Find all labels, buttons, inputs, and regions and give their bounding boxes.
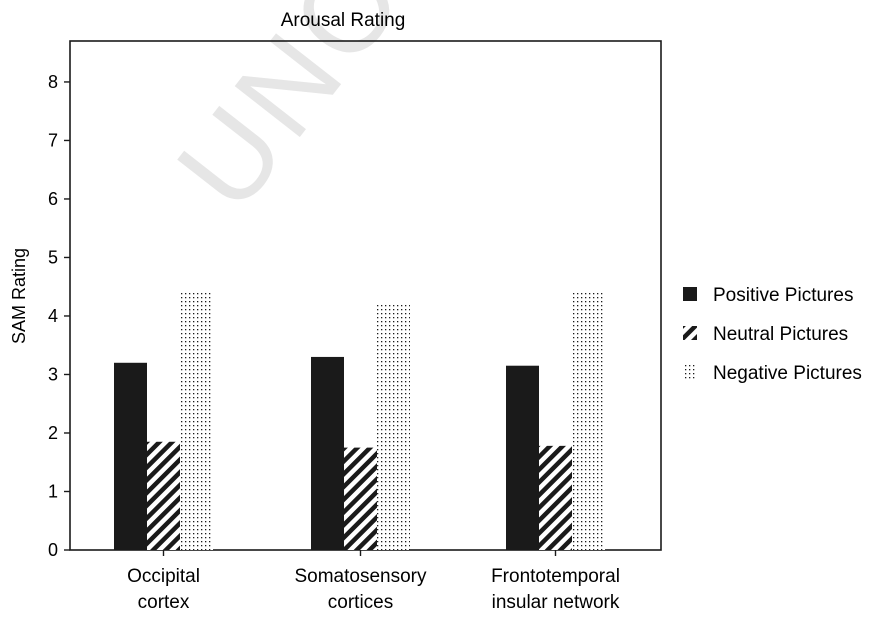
x-tick-label: cortices xyxy=(328,592,393,613)
legend-swatch xyxy=(683,365,697,379)
legend-swatch xyxy=(683,326,697,340)
y-tick-label: 6 xyxy=(48,189,58,209)
bar-1-3 xyxy=(180,292,213,550)
bar-3-2 xyxy=(539,445,572,550)
y-tick-label: 4 xyxy=(48,306,58,326)
legend-swatch xyxy=(683,287,697,301)
bars-group xyxy=(114,292,605,556)
y-tick-label: 2 xyxy=(48,423,58,443)
y-tick-label: 8 xyxy=(48,72,58,92)
x-tick-label: cortex xyxy=(138,592,190,613)
y-axis-label: SAM Rating xyxy=(9,248,29,344)
legend: Positive Pictures Neutral Pictures Negativ… xyxy=(683,285,862,384)
x-tick-label: Somatosensory xyxy=(294,566,427,587)
bar-2-1 xyxy=(311,356,344,550)
bar-2-2 xyxy=(344,447,377,550)
x-tick-label: insular network xyxy=(492,592,620,613)
legend-label: Positive Pictures xyxy=(713,285,853,306)
y-tick-label: 7 xyxy=(48,130,58,150)
y-tick-label: 5 xyxy=(48,247,58,267)
y-tick-label: 0 xyxy=(48,540,58,560)
y-tick-label: 3 xyxy=(48,364,58,384)
legend-label: Neutral Pictures xyxy=(713,324,848,345)
bar-1-2 xyxy=(147,441,180,550)
legend-label: Negative Pictures xyxy=(713,363,862,384)
x-axis-labels: Occipital cortex Somatosensory cortices Fron… xyxy=(127,566,620,613)
y-axis-ticks: 0 1 2 3 4 5 6 7 8 xyxy=(48,72,70,560)
bar-3-1 xyxy=(506,365,539,550)
bar-1-1 xyxy=(114,362,147,550)
x-tick-label: Occipital xyxy=(127,566,200,587)
y-tick-label: 1 xyxy=(48,481,58,501)
bar-2-3 xyxy=(377,304,410,550)
bar-3-3 xyxy=(572,292,605,550)
chart-title: Arousal Rating xyxy=(281,10,406,31)
x-tick-label: Frontotemporal xyxy=(491,566,620,587)
